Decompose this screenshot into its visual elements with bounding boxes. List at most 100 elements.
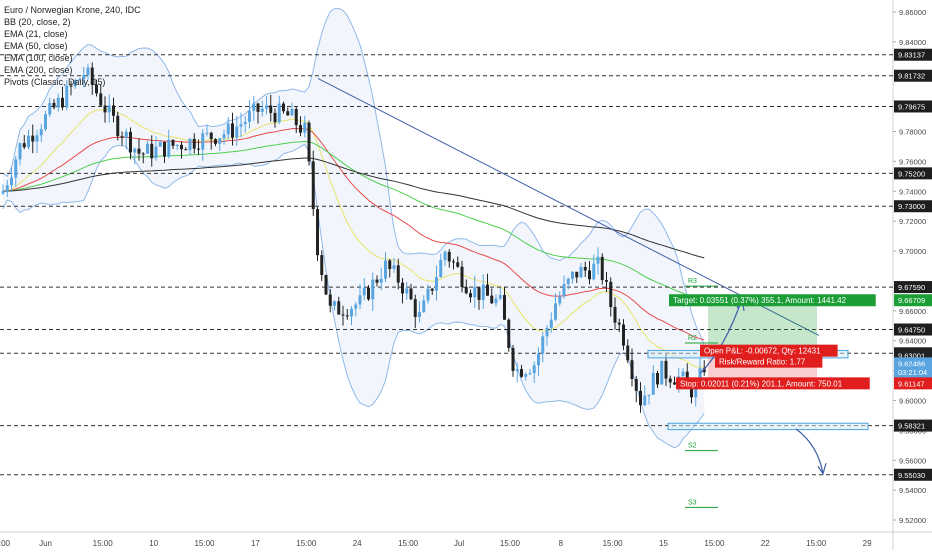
candle-body	[299, 125, 302, 133]
candle-body	[622, 324, 625, 346]
candle	[154, 136, 158, 161]
candle	[171, 139, 175, 150]
pivot-tag-text: 9.81732	[898, 72, 925, 81]
candle	[511, 344, 515, 377]
x-tick-label: 15:00	[398, 539, 419, 548]
pivot-tag-bg	[894, 69, 932, 82]
candle	[1, 184, 5, 195]
candle	[197, 139, 200, 156]
candle	[520, 364, 523, 378]
candle-body	[554, 303, 557, 320]
x-tick-label: 17	[251, 539, 260, 548]
bb-upper-line	[2, 8, 705, 346]
pivot-price-tag: 9.67590	[894, 281, 932, 294]
candle-body	[392, 265, 396, 269]
pivot-price-tag: 9.64750	[894, 323, 932, 336]
open-pl-label-text: Open P&L: -0.00672, Qty: 12431	[704, 347, 821, 356]
candle-body	[579, 266, 583, 278]
candle	[532, 361, 536, 383]
open-pl-label-bg	[700, 344, 838, 357]
candle-body	[337, 301, 341, 315]
candle-body	[256, 103, 260, 112]
candle	[158, 139, 162, 148]
candle	[69, 80, 73, 96]
pivot-label-r3: R3	[688, 278, 697, 285]
candle	[22, 135, 26, 150]
ema100-line	[2, 140, 705, 303]
candle	[562, 275, 566, 299]
candle	[61, 86, 64, 111]
pivot-tag-text: 9.79675	[898, 102, 925, 111]
candle	[188, 137, 192, 155]
candle-body	[660, 360, 664, 385]
candle	[439, 253, 443, 278]
candle-body	[18, 143, 22, 160]
candle-body	[333, 301, 336, 306]
candle-body	[617, 322, 621, 325]
candle	[384, 251, 387, 283]
candle	[150, 135, 154, 167]
candle-body	[269, 105, 273, 113]
candle	[107, 94, 111, 123]
candle-body	[214, 139, 217, 144]
candle-body	[226, 123, 230, 135]
candle-body	[498, 295, 502, 299]
candles	[1, 62, 706, 413]
target-label-text: Target: 0.03551 (0.37%) 355.1, Amount: 1…	[673, 296, 847, 305]
y-tick-label: 9.56000	[899, 456, 926, 465]
pivot-tag-text: 9.73000	[898, 202, 925, 211]
candle	[78, 78, 81, 81]
candle	[239, 112, 243, 138]
candle-body	[260, 108, 264, 112]
candle	[18, 142, 22, 166]
candle-body	[294, 108, 298, 126]
candle	[90, 62, 94, 95]
candle-body	[566, 278, 570, 285]
candle-body	[48, 102, 52, 115]
candle-body	[44, 114, 47, 130]
bollinger-bands	[2, 8, 705, 449]
candle-body	[69, 85, 73, 87]
candle-body	[248, 110, 251, 122]
candle-body	[481, 284, 485, 300]
candle	[396, 258, 400, 290]
candle	[209, 131, 213, 150]
candle	[65, 79, 69, 111]
y-tick-label: 9.54000	[899, 486, 926, 495]
candle-body	[184, 149, 188, 151]
candle-body	[129, 131, 132, 153]
candle-body	[396, 265, 400, 283]
candle	[184, 147, 188, 151]
candle-body	[116, 115, 120, 137]
candle	[303, 115, 307, 138]
candle	[99, 84, 103, 108]
candle	[282, 101, 285, 114]
candle-body	[290, 108, 294, 116]
candle	[494, 294, 498, 307]
candle-body	[600, 256, 604, 281]
candle	[503, 286, 506, 320]
pivot-price-tag: 9.75200	[894, 167, 932, 180]
candle-body	[61, 97, 64, 108]
candle	[447, 248, 451, 268]
pivot-price-tag: 9.73000	[894, 200, 932, 213]
pivot-tag-bg	[894, 167, 932, 180]
candle-body	[209, 132, 213, 140]
candle	[44, 110, 47, 132]
candle	[35, 130, 39, 153]
candle	[592, 254, 596, 281]
candle	[549, 312, 553, 334]
candle	[664, 354, 668, 386]
y-tick-label: 9.70000	[899, 247, 926, 256]
candle	[481, 274, 485, 309]
y-tick-label: 9.66000	[899, 307, 926, 316]
candle	[103, 96, 107, 123]
candle	[231, 112, 234, 146]
candle-body	[609, 281, 613, 308]
candle-body	[39, 129, 43, 136]
pivot-tag-bg	[894, 100, 932, 113]
y-tick-label: 9.52000	[899, 516, 926, 525]
candle	[656, 370, 659, 388]
